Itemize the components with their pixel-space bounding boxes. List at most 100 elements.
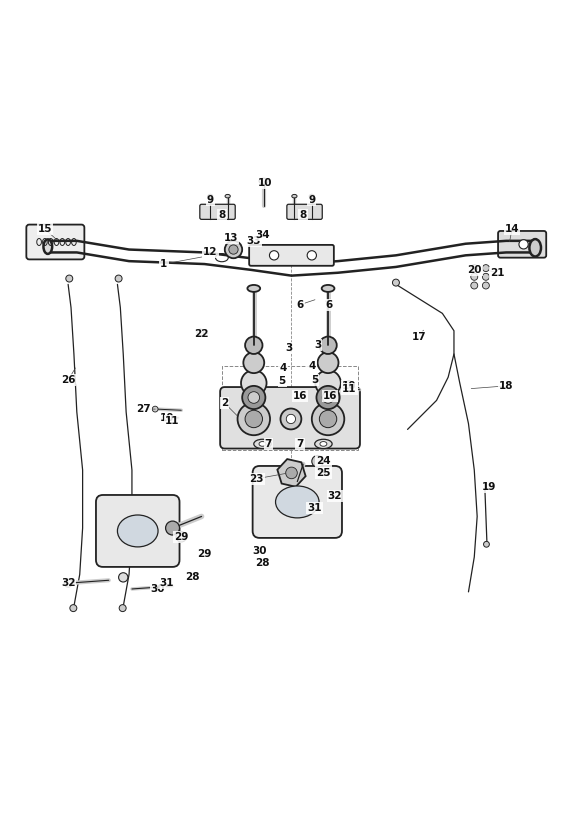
Circle shape [225,241,242,258]
Circle shape [152,406,158,412]
Text: 30: 30 [151,584,166,594]
Circle shape [312,456,324,467]
Circle shape [471,282,477,289]
FancyBboxPatch shape [249,245,334,266]
Circle shape [70,605,77,611]
Text: 24: 24 [316,456,331,466]
Text: 27: 27 [136,404,151,414]
Circle shape [245,336,262,354]
Text: 16: 16 [293,391,307,401]
Text: 13: 13 [223,233,238,243]
FancyBboxPatch shape [220,387,360,448]
Text: 8: 8 [218,210,226,220]
Circle shape [119,605,126,611]
Circle shape [269,250,279,260]
Text: 5: 5 [311,375,318,385]
Text: 21: 21 [490,268,505,278]
Ellipse shape [44,240,52,254]
Text: 29: 29 [197,549,212,559]
Text: 33: 33 [247,236,261,246]
Circle shape [242,386,265,409]
Text: 11: 11 [166,415,180,426]
Text: 34: 34 [255,230,270,240]
Text: 9: 9 [207,195,214,205]
Text: 23: 23 [250,474,264,484]
Text: 25: 25 [316,468,331,478]
Circle shape [315,370,341,396]
Text: 29: 29 [174,531,188,541]
Circle shape [317,386,340,409]
Circle shape [162,415,168,421]
Text: 8: 8 [300,210,307,220]
Text: 2: 2 [221,398,229,409]
Circle shape [64,579,72,588]
Circle shape [471,265,477,272]
Circle shape [118,573,128,582]
FancyBboxPatch shape [26,225,85,260]
Ellipse shape [247,285,260,292]
Text: 20: 20 [467,265,482,275]
Circle shape [482,265,489,272]
Text: 10: 10 [342,381,357,391]
Ellipse shape [315,439,332,448]
Text: 14: 14 [505,224,519,234]
FancyBboxPatch shape [200,204,235,219]
Circle shape [319,336,337,354]
Ellipse shape [117,515,158,547]
Text: 10: 10 [258,178,273,188]
Text: 7: 7 [297,439,304,449]
Circle shape [166,521,180,535]
Circle shape [176,531,187,542]
Circle shape [286,414,296,424]
Circle shape [319,410,337,428]
Circle shape [241,370,266,396]
Circle shape [346,381,352,387]
Circle shape [483,541,489,547]
Ellipse shape [225,194,230,198]
Ellipse shape [322,285,335,292]
Text: 6: 6 [325,300,333,310]
FancyBboxPatch shape [96,495,180,567]
Circle shape [307,250,317,260]
Text: 3: 3 [285,343,292,353]
Text: 26: 26 [61,375,75,385]
Text: 30: 30 [252,546,267,556]
Text: 12: 12 [203,247,217,257]
Circle shape [248,391,259,403]
Circle shape [243,352,264,373]
Ellipse shape [259,442,266,447]
FancyBboxPatch shape [498,231,546,258]
Circle shape [322,391,334,403]
Text: 31: 31 [160,578,174,588]
Text: 16: 16 [322,391,337,401]
Text: 9: 9 [308,195,315,205]
Circle shape [482,274,489,280]
Circle shape [482,282,489,289]
Text: 4: 4 [308,361,315,371]
Circle shape [392,279,399,286]
Text: 6: 6 [297,300,304,310]
Ellipse shape [529,239,541,256]
Text: 22: 22 [194,329,209,339]
Text: 11: 11 [342,384,357,394]
Circle shape [286,467,297,479]
Circle shape [197,329,204,336]
Circle shape [318,352,339,373]
Circle shape [229,245,238,254]
Ellipse shape [292,194,297,198]
FancyBboxPatch shape [287,204,322,219]
Ellipse shape [276,486,319,518]
Circle shape [280,409,301,429]
Text: 4: 4 [279,363,286,373]
Ellipse shape [259,178,268,184]
Circle shape [245,410,262,428]
Text: 3: 3 [314,340,321,350]
Ellipse shape [320,442,327,447]
Text: 18: 18 [499,381,514,391]
Text: 5: 5 [279,377,286,386]
Ellipse shape [254,439,271,448]
Text: 32: 32 [61,578,75,588]
Circle shape [471,274,477,280]
Circle shape [237,403,270,435]
Circle shape [312,403,345,435]
